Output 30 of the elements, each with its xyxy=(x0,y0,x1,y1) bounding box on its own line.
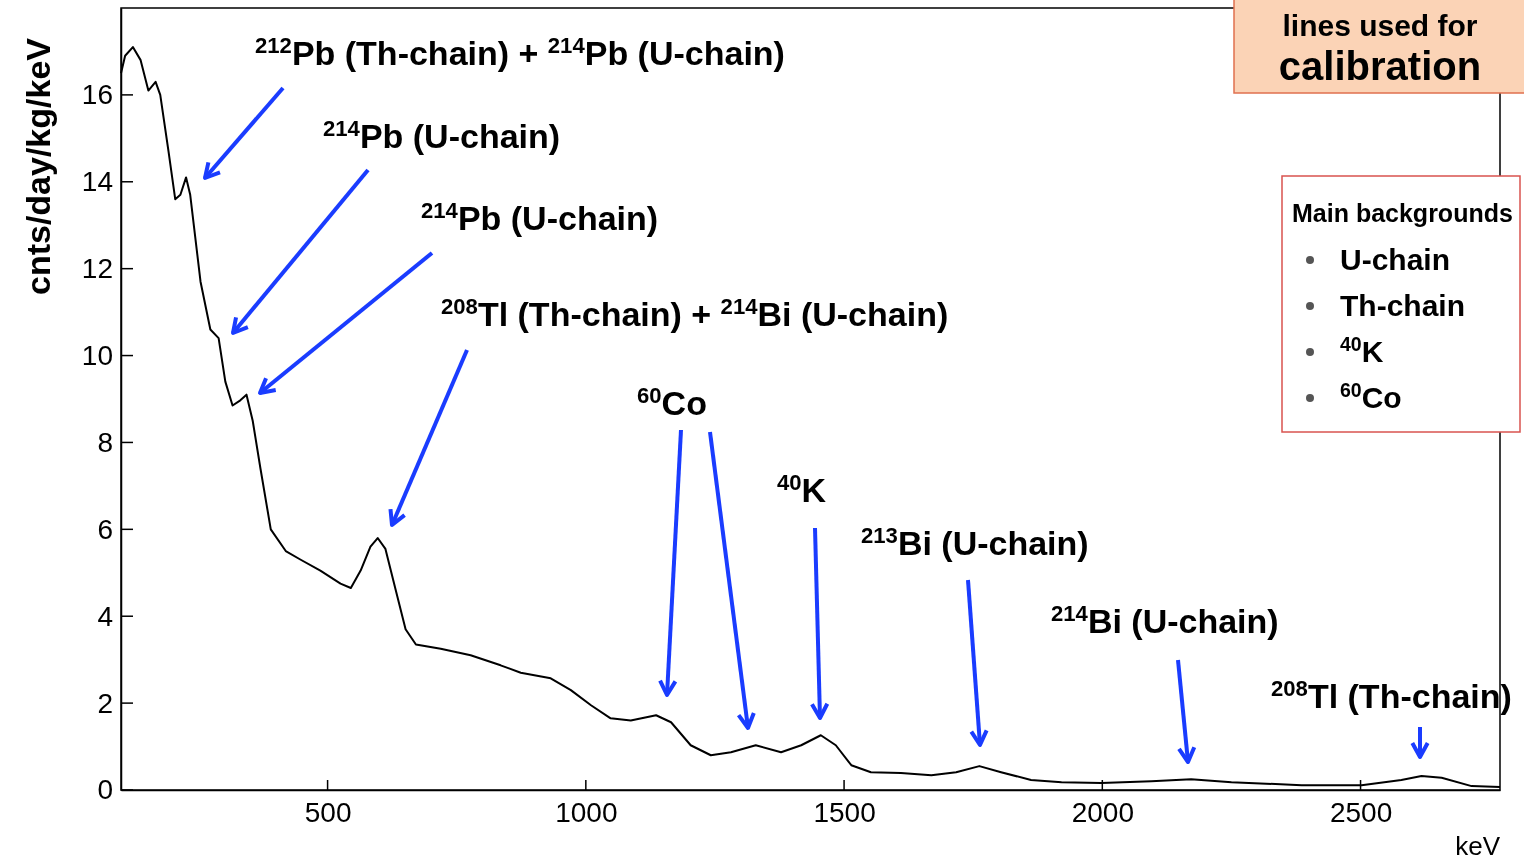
annotation: $^{40}$K xyxy=(1340,333,1384,368)
annotation: lines used for calibration xyxy=(1278,9,1482,88)
y-tick-label: 4 xyxy=(97,600,113,632)
annotation: Th-chain xyxy=(1340,289,1465,322)
x-tick-label: 500 xyxy=(304,797,352,828)
y-tick-label: 0 xyxy=(97,774,113,806)
annotation: $^{214}$Pb (U-chain) xyxy=(323,115,561,155)
annotation: $^{208}$Tl (Th-chain) + $^{214}$Bi (U-chain) xyxy=(441,293,949,333)
x-tick-label: 1500 xyxy=(813,797,876,828)
annotation: $^{214}$Pb (U-chain) xyxy=(421,197,659,237)
annotation: $^{214}$Bi (U-chain) xyxy=(1051,600,1279,640)
annotation: $^{212}$Pb (Th-chain) + $^{214}$Pb (U-chain) xyxy=(255,32,785,72)
y-axis-title: cnts/day/kg/keV xyxy=(19,37,57,296)
x-tick-label: 2500 xyxy=(1329,797,1393,828)
x-axis-title: keV xyxy=(1455,831,1501,861)
y-tick-label: 2 xyxy=(97,687,113,719)
annotation: $^{40}$K xyxy=(777,469,827,509)
annotation: Main backgrounds xyxy=(1292,199,1513,227)
y-tick-label: 8 xyxy=(97,426,113,458)
y-tick-label: 10 xyxy=(81,340,113,372)
annotation: $^{60}$Co xyxy=(1340,379,1402,414)
y-tick-label: 14 xyxy=(81,166,113,198)
y-tick-label: 6 xyxy=(97,513,113,545)
annotation: $^{60}$Co xyxy=(637,382,707,422)
annotation: U-chain xyxy=(1340,243,1451,276)
y-tick-label: 16 xyxy=(81,79,113,111)
x-tick-label: 1000 xyxy=(555,797,618,828)
annotation: $^{213}$Bi (U-chain) xyxy=(861,522,1089,562)
y-tick-label: 12 xyxy=(81,253,113,285)
x-tick-label: 2000 xyxy=(1071,797,1134,828)
